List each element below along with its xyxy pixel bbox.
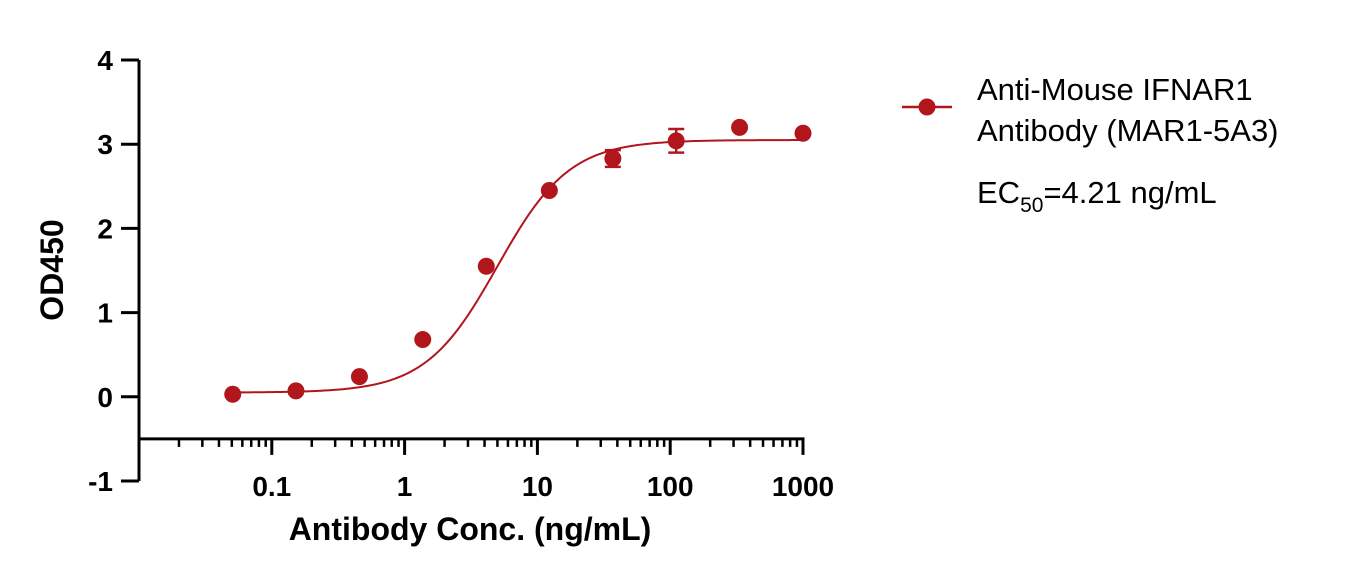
x-tick-label-3: 100 xyxy=(647,471,694,502)
y-tick-label-5: 4 xyxy=(97,45,113,76)
legend: Anti-Mouse IFNAR1 Antibody (MAR1-5A3) xyxy=(902,72,1279,148)
ec50-suffix: =4.21 ng/mL xyxy=(1043,175,1216,210)
x-tick-label-1: 1 xyxy=(397,471,413,502)
fit-curve xyxy=(232,139,804,394)
data-point-4 xyxy=(477,257,495,275)
fit-curve-group xyxy=(232,139,804,394)
x-tick-label-4: 1000 xyxy=(772,471,834,502)
y-tick-label-1: 0 xyxy=(97,382,113,413)
data-points xyxy=(224,118,812,403)
ec50-annotation: EC50=4.21 ng/mL xyxy=(977,175,1217,217)
y-tick-label-2: 1 xyxy=(97,298,113,329)
legend-marker xyxy=(918,98,936,116)
x-tick-label-2: 10 xyxy=(522,471,553,502)
data-point-3 xyxy=(414,331,432,349)
data-point-9 xyxy=(794,124,812,142)
y-tick-label-3: 2 xyxy=(97,213,113,244)
x-axis-title: Antibody Conc. (ng/mL) xyxy=(289,511,652,547)
y-tick-label-4: 3 xyxy=(97,129,113,160)
data-point-1 xyxy=(287,382,305,400)
ec50-subscript: 50 xyxy=(1020,194,1043,217)
data-point-6 xyxy=(604,150,622,168)
axes xyxy=(137,60,805,481)
data-point-0 xyxy=(224,385,242,403)
data-point-8 xyxy=(731,118,749,136)
y-axis-title: OD450 xyxy=(34,219,70,320)
data-point-2 xyxy=(350,368,368,386)
data-point-5 xyxy=(540,182,558,200)
data-point-7 xyxy=(667,132,685,150)
ec50-prefix: EC xyxy=(977,175,1020,210)
x-tick-label-0: 0.1 xyxy=(252,471,291,502)
legend-label-line-1: Anti-Mouse IFNAR1 xyxy=(977,72,1253,107)
y-tick-label-0: -1 xyxy=(88,466,113,497)
legend-label-line-2: Antibody (MAR1-5A3) xyxy=(977,113,1279,148)
ticks: -1 0 1 2 3 4 0.1 1 10 100 1000 xyxy=(88,45,834,502)
